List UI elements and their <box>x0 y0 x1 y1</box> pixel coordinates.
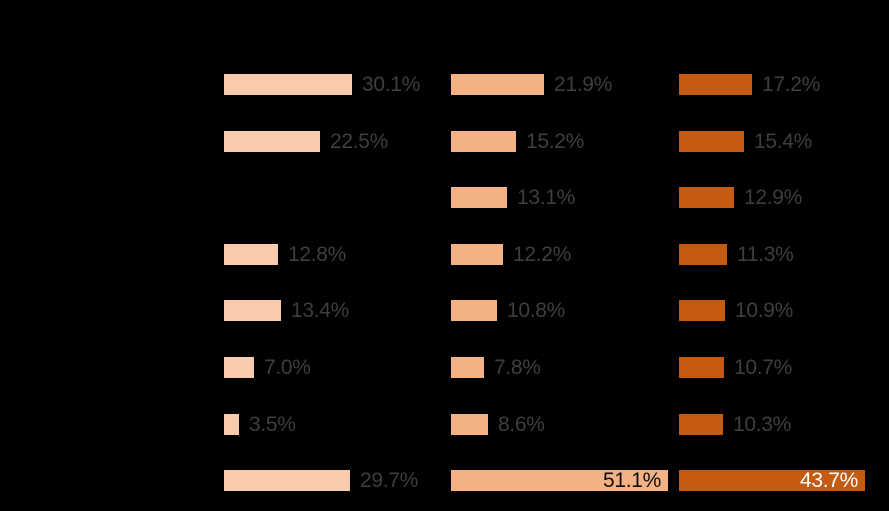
bar-middle-column-row-1 <box>451 74 544 95</box>
bar-right-column-row-7 <box>679 414 723 435</box>
bar-left-column-row-8 <box>224 470 350 491</box>
bar-left-column-row-1 <box>224 74 352 95</box>
bar-middle-column-row-2 <box>451 131 516 152</box>
bar-value-label: 11.3% <box>737 243 794 266</box>
bar-right-column-row-5 <box>679 300 725 321</box>
bar-middle-column-row-5 <box>451 300 497 321</box>
bar-middle-column-row-6 <box>451 357 484 378</box>
bar-value-label: 22.5% <box>330 130 389 153</box>
bar-value-label: 12.9% <box>744 186 803 209</box>
bar-value-label: 21.9% <box>554 73 613 96</box>
bar-middle-column-row-4 <box>451 244 503 265</box>
bar-value-label: 10.8% <box>507 299 566 322</box>
bar-right-column-row-6 <box>679 357 724 378</box>
bar-value-label: 10.3% <box>733 413 792 436</box>
bar-value-label: 15.2% <box>526 130 585 153</box>
bar-middle-column-row-3 <box>451 187 507 208</box>
bar-value-label: 8.6% <box>498 413 545 436</box>
bar-value-label: 7.0% <box>264 356 311 379</box>
bar-value-label: 15.4% <box>754 130 813 153</box>
bar-value-label: 17.2% <box>762 73 821 96</box>
bar-middle-column-row-7 <box>451 414 488 435</box>
bar-left-column-row-7 <box>224 414 239 435</box>
bar-value-label: 13.1% <box>517 186 576 209</box>
bar-value-label: 3.5% <box>249 413 296 436</box>
bar-left-column-row-6 <box>224 357 254 378</box>
bar-value-label: 29.7% <box>360 469 419 492</box>
bar-value-label: 10.7% <box>734 356 793 379</box>
bar-value-label: 10.9% <box>735 299 794 322</box>
bar-middle-column-row-8 <box>451 470 668 491</box>
bar-right-column-row-4 <box>679 244 727 265</box>
bar-right-column-row-3 <box>679 187 734 208</box>
bar-value-label: 7.8% <box>494 356 541 379</box>
bar-value-label: 12.8% <box>288 243 347 266</box>
bar-value-label: 12.2% <box>513 243 572 266</box>
bar-right-column-row-8 <box>679 470 865 491</box>
bar-left-column-row-2 <box>224 131 320 152</box>
bar-left-column-row-4 <box>224 244 278 265</box>
bar-value-label: 43.7% <box>799 469 858 492</box>
bar-right-column-row-2 <box>679 131 744 152</box>
bar-right-column-row-1 <box>679 74 752 95</box>
bar-value-label: 13.4% <box>291 299 350 322</box>
bar-value-label: 51.1% <box>602 469 661 492</box>
bar-left-column-row-5 <box>224 300 281 321</box>
bar-value-label: 30.1% <box>362 73 421 96</box>
